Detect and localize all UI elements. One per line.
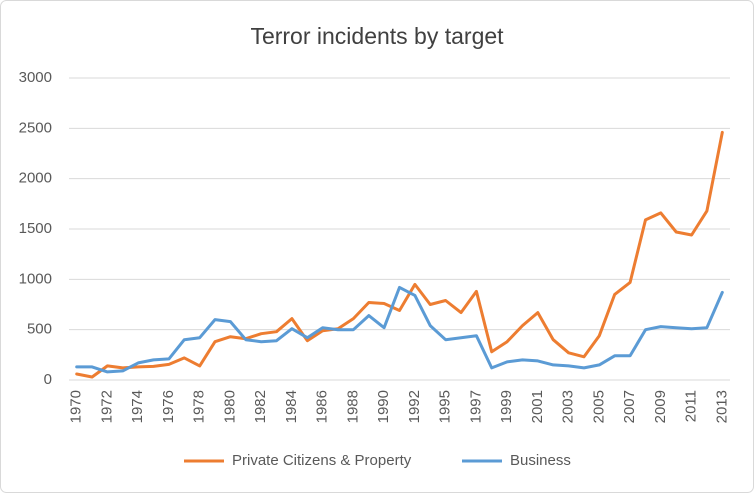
x-tick-label: 1997 [467, 390, 484, 423]
y-tick-label: 0 [44, 371, 52, 388]
x-tick-label: 2003 [560, 390, 577, 423]
chart-title: Terror incidents by target [250, 23, 504, 49]
x-tick-label: 1992 [406, 390, 423, 423]
x-tick-label: 2009 [652, 390, 669, 423]
x-tick-label: 1978 [191, 390, 208, 423]
x-tick-label: 1980 [221, 390, 238, 423]
x-tick-label: 1986 [314, 390, 331, 423]
x-tick-label: 1988 [344, 390, 361, 423]
x-tick-label: 1984 [283, 390, 300, 423]
x-tick-label: 1974 [129, 390, 146, 423]
line-series [75, 130, 724, 379]
x-tick-label: 1999 [498, 390, 515, 423]
line-series [75, 285, 724, 374]
y-tick-label: 3000 [19, 69, 52, 86]
x-tick-label: 1982 [252, 390, 269, 423]
y-tick-label: 1500 [19, 220, 52, 237]
x-tick-label: 2011 [683, 390, 700, 422]
x-tick-label: 2007 [621, 390, 638, 423]
y-tick-label: 2500 [19, 119, 52, 136]
y-tick-label: 500 [27, 321, 52, 338]
x-tick-label: 1990 [375, 390, 392, 423]
x-tick-label: 1970 [68, 390, 85, 423]
y-tick-label: 1000 [19, 270, 52, 287]
x-tick-label: 1972 [98, 390, 115, 423]
x-tick-label: 1976 [160, 390, 177, 423]
x-tick-label: 2013 [713, 390, 730, 423]
legend-label: Private Citizens & Property [232, 452, 412, 469]
x-tick-label: 2005 [590, 390, 607, 423]
y-tick-label: 2000 [19, 170, 52, 187]
x-tick-label: 2001 [529, 390, 546, 423]
x-tick-label: 1995 [437, 390, 454, 423]
legend-label: Business [510, 452, 571, 469]
